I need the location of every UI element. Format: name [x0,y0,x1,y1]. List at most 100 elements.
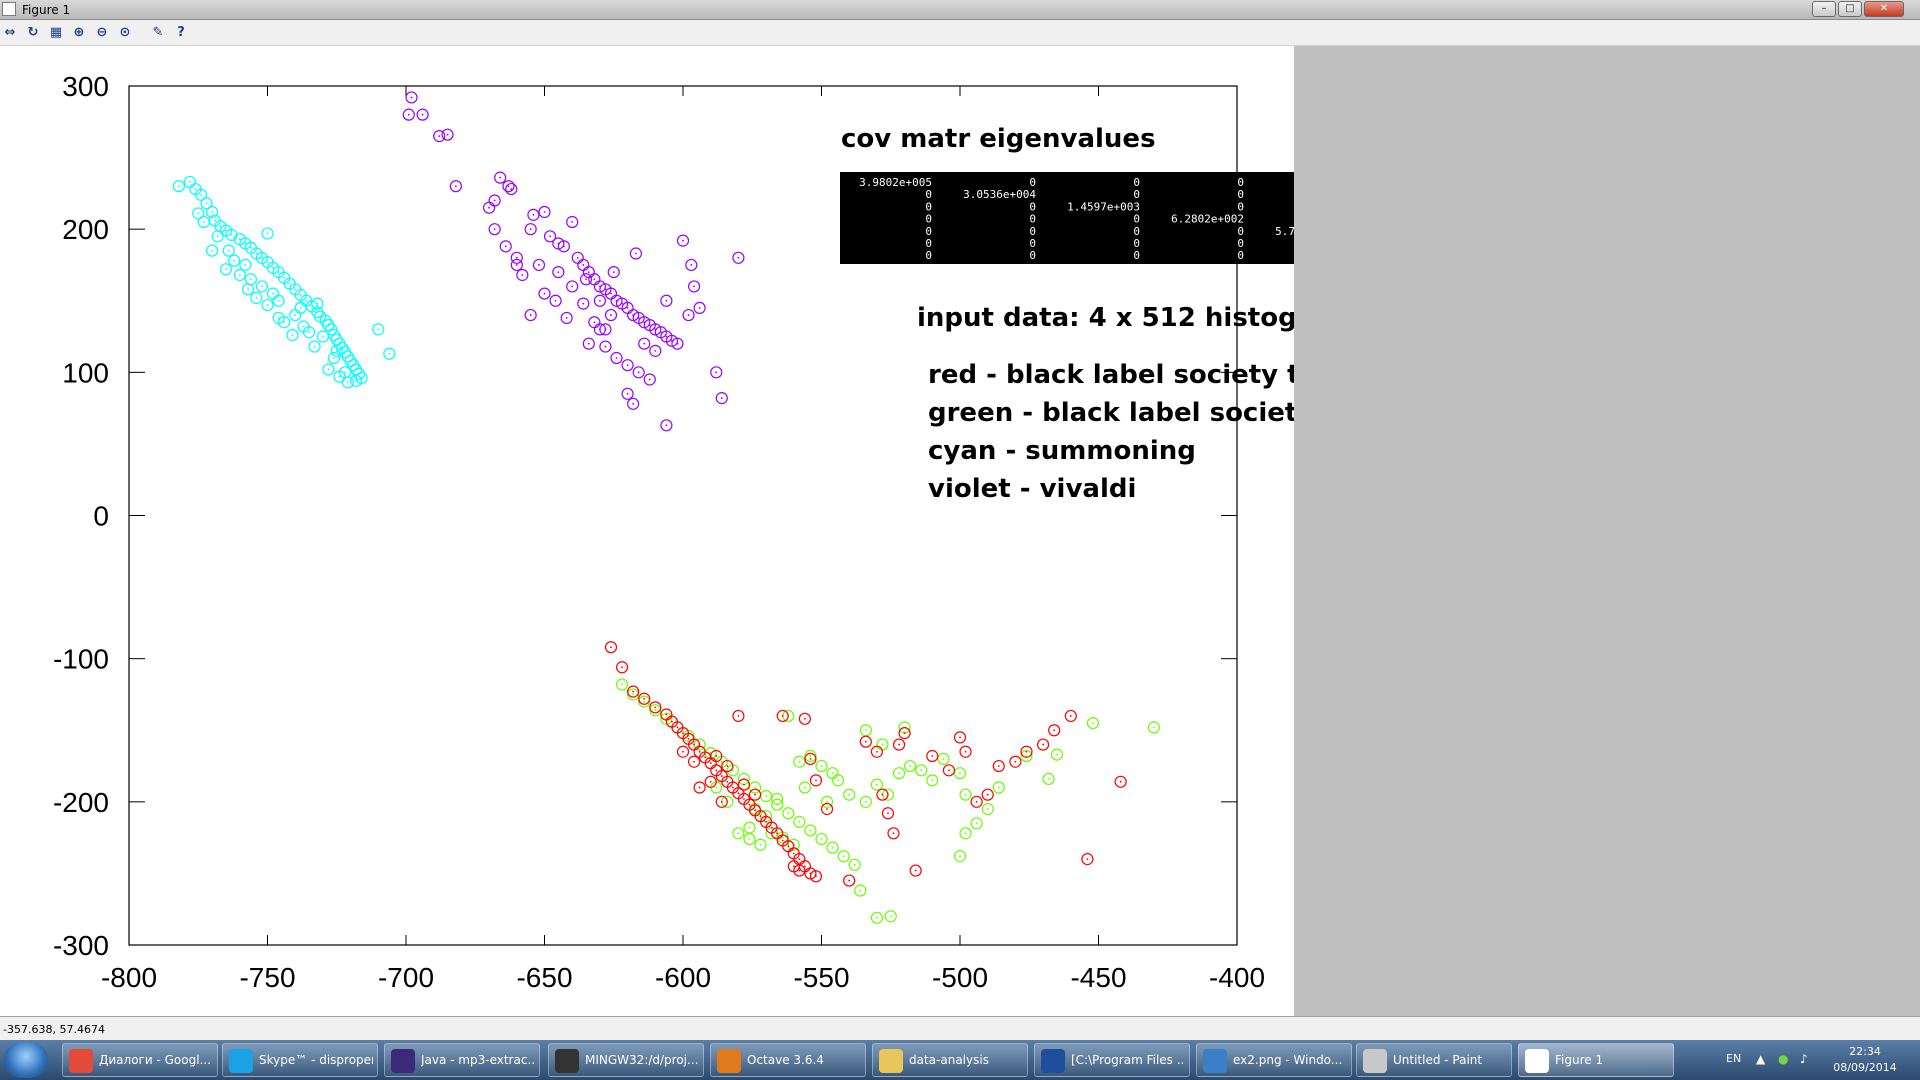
data-point-center [997,786,1000,789]
data-point [604,641,618,654]
data-point [593,294,607,307]
language-indicator[interactable]: EN [1726,1052,1742,1065]
start-button[interactable] [4,1042,48,1078]
data-point [1020,745,1033,758]
taskbar-item-paint[interactable]: Untitled - Paint [1356,1043,1512,1077]
x-tick-label: -700 [378,962,434,993]
data-point-center [255,296,258,299]
open-icon[interactable]: ⇔ [4,25,16,40]
data-point-center [626,307,629,309]
data-point-center [726,780,729,783]
data-point [627,688,640,701]
network-icon[interactable]: ● [1778,1052,1789,1066]
mingw-icon [555,1049,579,1073]
show-hidden-icons-icon[interactable]: ▲ [1756,1052,1766,1066]
data-point-center [648,378,651,381]
eigenvalue-cell: 5.7067e+002 [1275,225,1294,238]
taskbar-item-figure[interactable]: Figure 1 [1518,1043,1674,1077]
taskbar-item-label: data-analysis [909,1053,989,1067]
close-button[interactable]: ✕ [1864,1,1904,17]
data-point [219,263,233,276]
clock[interactable]: 22:34 08/09/2014 [1830,1044,1900,1076]
data-point-center [421,113,424,116]
taskbar-item-label: Java - mp3-extrac... [421,1053,535,1067]
data-point [1036,738,1050,751]
data-point-center [726,765,729,767]
data-point-center [693,285,695,288]
legend-line: green - black label society track2 [928,398,1294,428]
data-point [402,108,415,121]
taskbar-item-folder[interactable]: data-analysis [872,1043,1028,1077]
grid-icon[interactable]: ▦ [49,25,63,40]
data-point [1009,755,1022,768]
data-point [308,340,321,353]
minimize-button[interactable]: – [1812,1,1836,17]
refresh-icon[interactable]: ↻ [27,25,39,40]
data-point-center [853,863,856,866]
folder-icon [879,1049,903,1073]
data-point [649,323,662,336]
data-point-center [582,264,585,266]
x-tick-label: -650 [516,962,572,993]
taskbar-item-eclipse[interactable]: Java - mp3-extrac... [384,1043,540,1077]
data-point [239,258,252,272]
tools-icon[interactable]: ✎ [152,25,164,40]
data-point [649,704,662,717]
data-point-center [515,264,518,266]
taskbar-item-octave[interactable]: Octave 3.6.4 [710,1043,866,1077]
data-point [621,387,634,400]
data-point-center [294,314,297,316]
data-point [826,841,839,854]
data-point-center [346,381,349,384]
data-point [261,298,274,312]
data-point-center [914,869,917,872]
legend-line: red - black label society track1 [928,360,1294,390]
zoom-out-icon[interactable]: ⊖ [96,25,108,40]
data-point-center [876,783,878,786]
taskbar-item-viewer[interactable]: ex2.png - Windo... [1196,1043,1352,1077]
taskbar-item-chrome[interactable]: Диалоги - Googl... [62,1043,218,1077]
data-point-center [975,800,978,803]
data-point-center [698,307,701,309]
eigenvalue-cell: 6.2802e+002 [1171,213,1244,226]
help-icon[interactable]: ? [177,25,185,40]
data-point-center [754,808,756,810]
data-point-center [230,233,233,236]
data-point-center [881,793,884,796]
data-point [787,838,800,851]
data-point [737,778,751,791]
volume-icon[interactable]: ♪ [1800,1052,1808,1066]
data-point-center [715,769,718,772]
data-point [660,294,673,307]
data-point [1114,775,1127,788]
chrome-icon [69,1049,93,1073]
data-point-center [942,757,945,760]
data-point [782,807,795,820]
maximize-button[interactable]: □ [1838,1,1862,17]
taskbar-item-mingw[interactable]: MINGW32:/d/proj... [548,1043,704,1077]
data-point [483,201,496,214]
data-point [870,911,884,924]
data-point-center [407,113,410,116]
taskbar-item-cmd[interactable]: [C:\Program Files ... [1034,1043,1190,1077]
data-point [250,291,263,304]
data-point [588,316,601,329]
data-point [325,323,338,336]
data-point-center [277,271,280,274]
data-point-center [335,349,338,352]
data-point-center [355,380,358,382]
taskbar-item-label: Octave 3.6.4 [747,1053,824,1067]
data-point [859,795,872,808]
data-point-center [665,335,668,338]
data-point-center [671,720,673,723]
y-tick-label: -200 [53,787,109,818]
data-point [449,180,462,193]
data-point [516,268,529,282]
data-point [322,363,335,376]
taskbar-item-skype[interactable]: Skype™ - disproper [222,1043,378,1077]
zoom-reset-icon[interactable]: ⊙ [119,25,131,40]
data-point-center [211,249,214,252]
data-point-center [986,808,989,810]
zoom-in-icon[interactable]: ⊕ [73,25,85,40]
figure-app-icon [2,2,16,16]
